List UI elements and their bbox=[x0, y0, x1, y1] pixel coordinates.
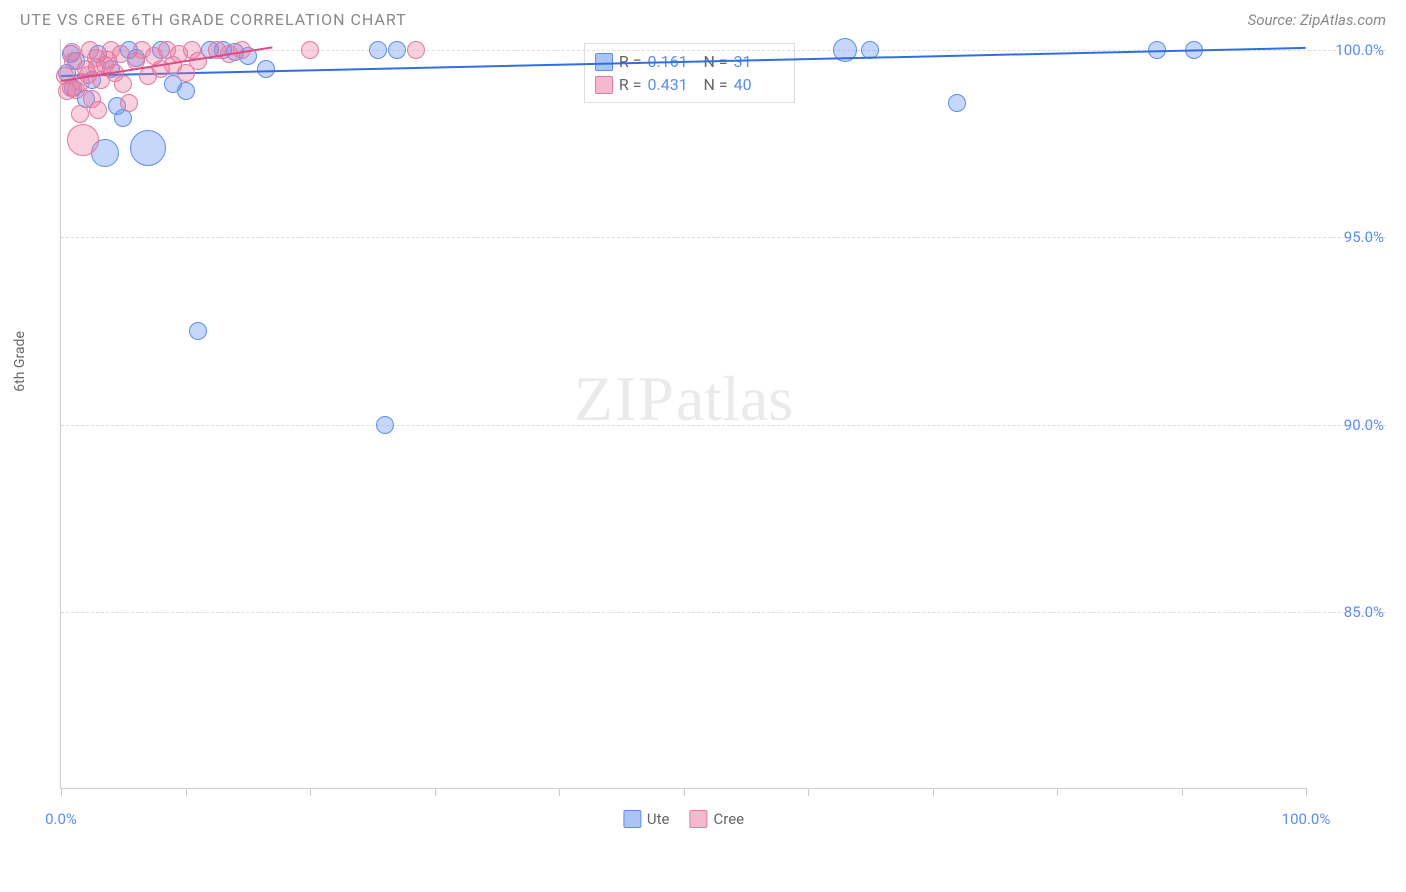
x-tick-label: 100.0% bbox=[1282, 810, 1331, 828]
series-legend-item: Cree bbox=[689, 810, 744, 828]
stats-legend: R =0.161N =31R =0.431N =40 bbox=[584, 43, 795, 103]
x-tick bbox=[1057, 788, 1058, 796]
x-tick bbox=[310, 788, 311, 796]
scatter-point bbox=[67, 124, 99, 156]
scatter-point bbox=[189, 52, 207, 70]
series-legend-item: Ute bbox=[623, 810, 670, 828]
y-tick-label: 95.0% bbox=[1344, 228, 1384, 246]
scatter-point bbox=[407, 41, 425, 59]
x-tick bbox=[684, 788, 685, 796]
legend-n-value: 40 bbox=[734, 75, 784, 94]
source-attribution: Source: ZipAtlas.com bbox=[1248, 11, 1386, 29]
scatter-point bbox=[301, 41, 319, 59]
scatter-point bbox=[130, 130, 166, 166]
scatter-point bbox=[376, 416, 394, 434]
legend-swatch bbox=[689, 810, 707, 828]
x-tick bbox=[61, 788, 62, 796]
legend-row: R = 0.431 N = 40 bbox=[595, 73, 784, 96]
scatter-point bbox=[189, 322, 207, 340]
legend-swatch bbox=[595, 53, 613, 71]
series-legend: Ute Cree bbox=[623, 810, 744, 828]
scatter-point bbox=[71, 105, 89, 123]
legend-r-label: R = bbox=[619, 75, 642, 94]
y-axis-label: 6th Grade bbox=[12, 331, 28, 392]
series-name: Ute bbox=[647, 810, 670, 828]
scatter-point bbox=[177, 82, 195, 100]
series-name: Cree bbox=[713, 810, 744, 828]
chart-header: UTE VS CREE 6TH GRADE CORRELATION CHART … bbox=[0, 0, 1406, 39]
x-tick bbox=[1306, 788, 1307, 796]
chart-title: UTE VS CREE 6TH GRADE CORRELATION CHART bbox=[20, 10, 407, 29]
chart-container: 6th Grade ZIPatlas R =0.161N =31R =0.431… bbox=[40, 39, 1386, 789]
x-tick bbox=[1182, 788, 1183, 796]
y-tick-label: 85.0% bbox=[1344, 603, 1384, 621]
scatter-point bbox=[114, 75, 132, 93]
y-tick-label: 90.0% bbox=[1344, 416, 1384, 434]
legend-n-label: N = bbox=[704, 75, 728, 94]
legend-swatch bbox=[623, 810, 641, 828]
scatter-point bbox=[369, 41, 387, 59]
grid-line bbox=[61, 237, 1386, 238]
x-tick-label: 0.0% bbox=[45, 810, 77, 828]
scatter-point bbox=[948, 94, 966, 112]
scatter-point bbox=[99, 51, 117, 69]
x-tick bbox=[559, 788, 560, 796]
legend-r-value: 0.431 bbox=[648, 75, 698, 94]
x-tick bbox=[435, 788, 436, 796]
scatter-point bbox=[63, 43, 81, 61]
scatter-point bbox=[257, 60, 275, 78]
grid-line bbox=[61, 612, 1386, 613]
legend-swatch bbox=[595, 76, 613, 94]
grid-line bbox=[61, 425, 1386, 426]
scatter-point bbox=[388, 41, 406, 59]
x-tick bbox=[808, 788, 809, 796]
x-tick bbox=[186, 788, 187, 796]
y-tick-label: 100.0% bbox=[1335, 41, 1384, 59]
plot-area: ZIPatlas R =0.161N =31R =0.431N =40 UteC… bbox=[60, 39, 1306, 789]
scatter-point bbox=[120, 94, 138, 112]
x-tick bbox=[933, 788, 934, 796]
scatter-point bbox=[89, 101, 107, 119]
